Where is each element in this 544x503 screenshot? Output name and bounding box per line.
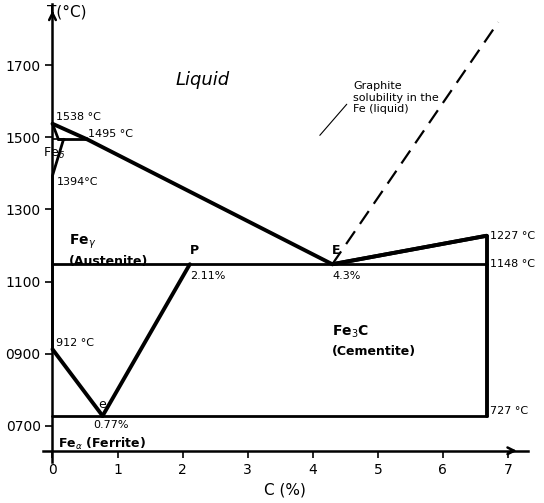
- Text: Fe$_\alpha$ (Ferrite): Fe$_\alpha$ (Ferrite): [58, 436, 146, 452]
- Text: 912 °C: 912 °C: [57, 338, 95, 348]
- Text: Graphite
solubility in the
Fe (liquid): Graphite solubility in the Fe (liquid): [353, 81, 439, 114]
- Text: 1538 °C: 1538 °C: [57, 112, 101, 122]
- Text: 1495 °C: 1495 °C: [88, 129, 133, 138]
- Text: (Austenite): (Austenite): [69, 255, 148, 268]
- Text: Liquid: Liquid: [175, 71, 229, 89]
- Text: 0.77%: 0.77%: [93, 420, 128, 430]
- Text: (Cementite): (Cementite): [332, 345, 417, 358]
- Text: 1148 °C: 1148 °C: [490, 259, 535, 269]
- Text: T(°C): T(°C): [47, 4, 87, 19]
- Text: e: e: [98, 398, 107, 411]
- Text: Fe$_3$C: Fe$_3$C: [332, 324, 369, 340]
- Text: Fe$_\delta$: Fe$_\delta$: [44, 146, 65, 161]
- Text: 4.3%: 4.3%: [332, 271, 361, 281]
- X-axis label: C (%): C (%): [264, 482, 306, 497]
- Text: 2.11%: 2.11%: [190, 271, 225, 281]
- Text: 1394°C: 1394°C: [57, 177, 98, 187]
- Text: 727 °C: 727 °C: [490, 406, 528, 416]
- Text: P: P: [190, 244, 199, 257]
- Text: 1227 °C: 1227 °C: [490, 231, 535, 241]
- Text: Fe$_\gamma$: Fe$_\gamma$: [69, 233, 96, 251]
- Text: E: E: [332, 244, 341, 257]
